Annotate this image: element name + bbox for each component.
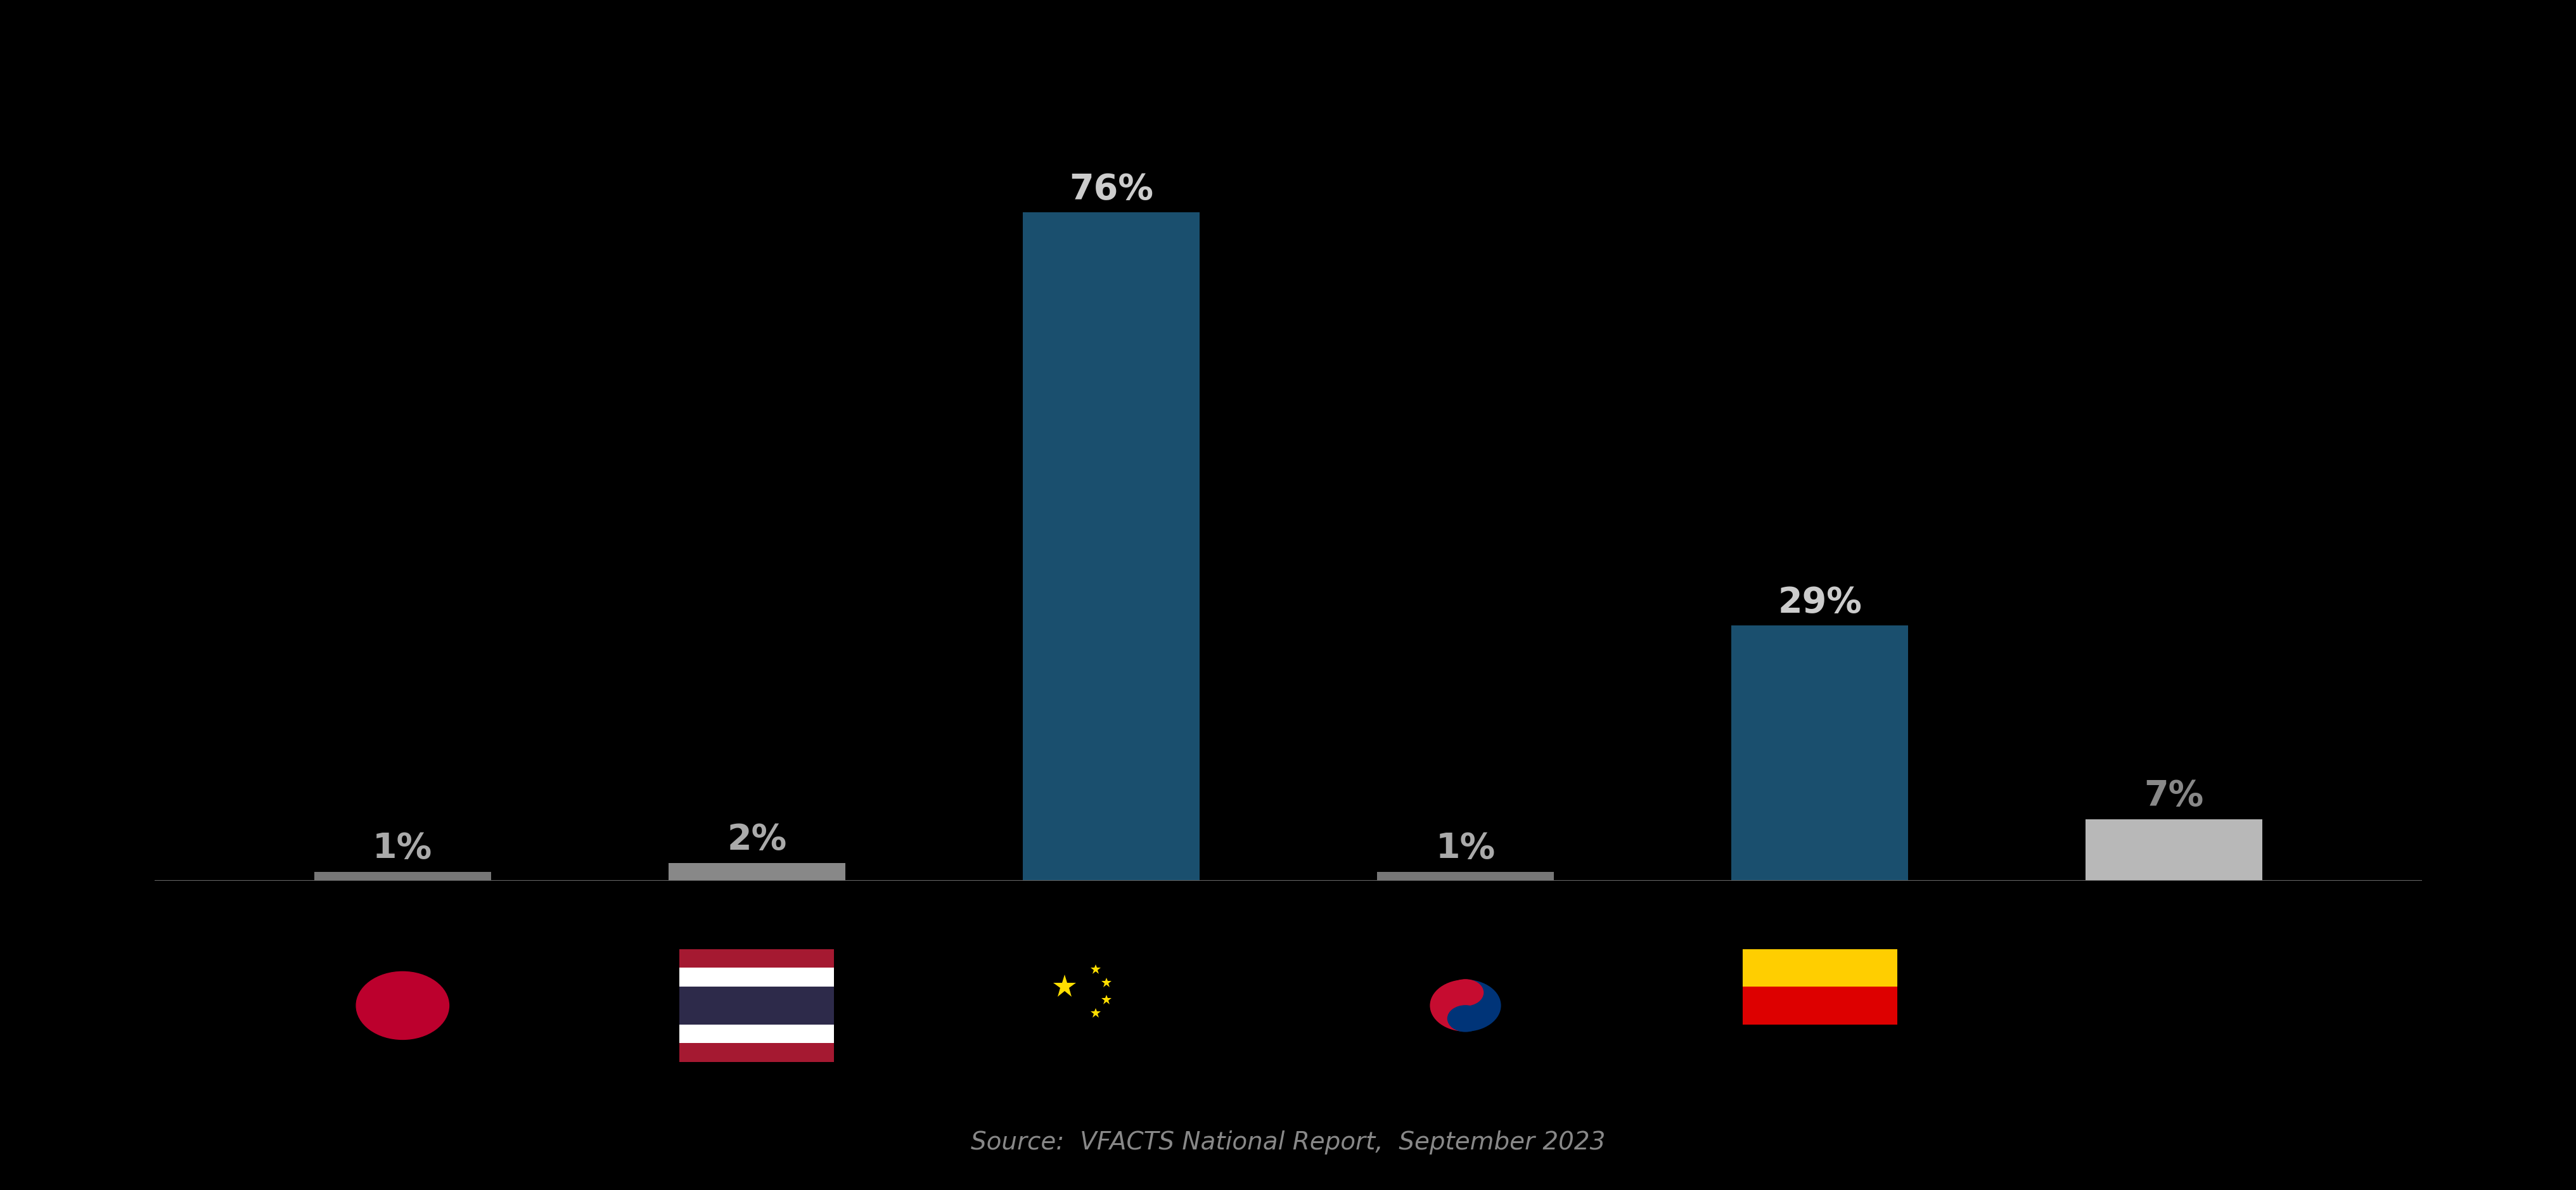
Bar: [1507, 966, 1530, 971]
Bar: [1023, 213, 1200, 881]
Bar: [1741, 987, 1896, 1025]
Bar: [1376, 872, 1553, 881]
Text: 1%: 1%: [1435, 832, 1494, 865]
Circle shape: [1448, 1006, 1484, 1032]
Bar: [1507, 1031, 1517, 1034]
Wedge shape: [1430, 979, 1466, 1032]
Text: 7%: 7%: [2143, 778, 2202, 813]
Bar: [1401, 966, 1425, 971]
Bar: [1414, 1031, 1425, 1034]
Wedge shape: [1466, 979, 1502, 1032]
Bar: [667, 863, 845, 881]
Text: 76%: 76%: [1069, 173, 1154, 206]
Bar: [1401, 979, 1425, 983]
Text: Source:  VFACTS National Report,  September 2023: Source: VFACTS National Report, Septembe…: [971, 1130, 1605, 1154]
Bar: [1520, 1036, 1530, 1040]
Bar: [1507, 1036, 1517, 1040]
Bar: [1401, 1036, 1425, 1040]
Circle shape: [1448, 979, 1484, 1006]
Bar: [1520, 1025, 1530, 1028]
Bar: [1401, 1031, 1409, 1034]
Bar: [1520, 1031, 1530, 1034]
Bar: [680, 1044, 835, 1061]
Circle shape: [355, 971, 448, 1040]
Bar: [1507, 972, 1530, 977]
Bar: [1507, 1025, 1517, 1028]
Text: 2%: 2%: [726, 822, 786, 857]
Bar: [1741, 1025, 1896, 1061]
Bar: [680, 948, 835, 967]
Text: 1%: 1%: [374, 832, 433, 865]
Bar: [2084, 819, 2262, 881]
Bar: [680, 967, 835, 987]
Bar: [1507, 979, 1530, 983]
Bar: [680, 1025, 835, 1044]
Bar: [680, 987, 835, 1025]
Bar: [1731, 626, 1909, 881]
Bar: [1401, 1025, 1425, 1028]
Bar: [314, 872, 492, 881]
Text: 29%: 29%: [1777, 585, 1862, 620]
Bar: [1401, 972, 1425, 977]
Bar: [1741, 950, 1896, 987]
